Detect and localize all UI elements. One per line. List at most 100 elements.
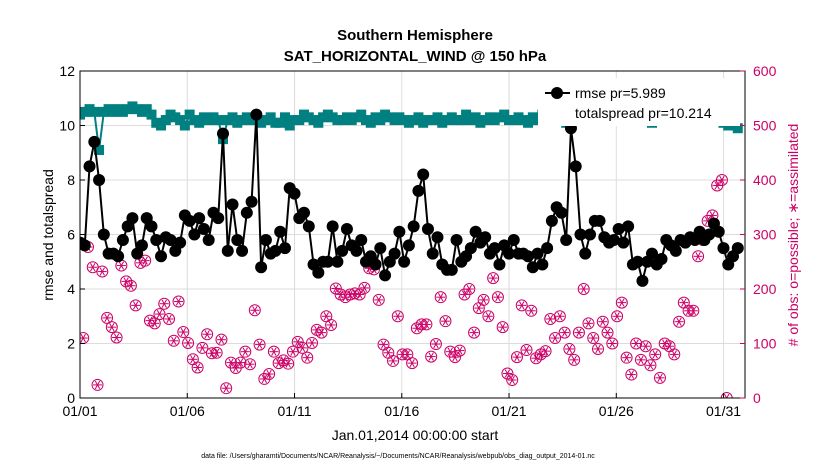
spread-point bbox=[294, 115, 305, 126]
obs-circle bbox=[491, 291, 504, 304]
obs-point bbox=[429, 338, 442, 351]
obs-point bbox=[439, 315, 452, 328]
rmse-point bbox=[450, 233, 463, 246]
rmse-point bbox=[574, 228, 587, 241]
obs-asterisk-stroke bbox=[390, 356, 396, 366]
obs-point bbox=[186, 353, 199, 366]
obs-point bbox=[420, 318, 433, 331]
obs-asterisk-stroke bbox=[128, 281, 134, 290]
obs-point bbox=[539, 345, 552, 358]
x-tick-label: 01/06 bbox=[170, 403, 205, 419]
obs-asterisk-stroke bbox=[418, 320, 425, 329]
spread-point bbox=[432, 112, 443, 123]
obs-point bbox=[129, 299, 142, 312]
rmse-point bbox=[407, 220, 420, 233]
spread-point bbox=[470, 112, 481, 123]
rmse-point bbox=[274, 225, 287, 238]
obs-point bbox=[611, 310, 624, 323]
obs-asterisk-stroke bbox=[485, 312, 492, 321]
rmse-point bbox=[560, 233, 573, 246]
obs-point bbox=[477, 293, 490, 306]
spread-point bbox=[175, 115, 186, 126]
rmse-point bbox=[331, 255, 344, 268]
obs-asterisk-stroke bbox=[80, 333, 86, 343]
obs-circle bbox=[172, 295, 185, 308]
spread-point bbox=[499, 109, 510, 120]
obs-circle bbox=[715, 174, 728, 186]
obs-asterisk-stroke bbox=[528, 306, 534, 315]
obs-asterisk-stroke bbox=[590, 333, 596, 343]
obs-point bbox=[453, 344, 466, 357]
spread-point bbox=[184, 109, 195, 120]
obs-point bbox=[306, 336, 319, 349]
obs-point bbox=[248, 304, 261, 317]
obs-asterisk-stroke bbox=[619, 298, 625, 307]
rmse-point bbox=[445, 263, 458, 276]
obs-point bbox=[91, 378, 104, 391]
obs-point bbox=[196, 341, 209, 354]
y-right-tick-label: 600 bbox=[753, 63, 777, 79]
obs-asterisk-stroke bbox=[156, 309, 163, 319]
rmse-point bbox=[631, 255, 644, 268]
obs-circle bbox=[139, 254, 152, 267]
rmse-point bbox=[245, 195, 258, 208]
rmse-point bbox=[116, 233, 129, 246]
rmse-point bbox=[193, 212, 206, 225]
plot-data bbox=[80, 101, 744, 398]
obs-asterisk-stroke bbox=[199, 343, 206, 353]
spread-point bbox=[265, 112, 276, 123]
obs-circle bbox=[634, 353, 647, 366]
obs-circle bbox=[234, 356, 247, 369]
obs-point bbox=[182, 336, 195, 349]
rmse-point bbox=[655, 253, 668, 266]
obs-point bbox=[720, 392, 733, 398]
spread-point bbox=[194, 117, 205, 128]
obs-point bbox=[653, 371, 666, 384]
obs-point bbox=[468, 326, 481, 339]
obs-point bbox=[482, 310, 495, 323]
obs-circle bbox=[220, 382, 233, 395]
obs-circle bbox=[329, 282, 342, 295]
y-left-tick-label: 4 bbox=[67, 281, 75, 297]
rmse-point bbox=[388, 247, 401, 260]
obs-asterisk-stroke bbox=[285, 359, 291, 368]
obs-asterisk-stroke bbox=[533, 354, 539, 363]
y-right-tick-label: 500 bbox=[753, 118, 777, 134]
obs-point bbox=[377, 338, 390, 351]
obs-asterisk-stroke bbox=[561, 328, 568, 337]
obs-asterisk-stroke bbox=[233, 363, 239, 373]
obs-asterisk-stroke bbox=[476, 303, 482, 313]
obs-point bbox=[601, 326, 614, 339]
rmse-point bbox=[112, 250, 125, 263]
obs-asterisk-stroke bbox=[118, 261, 125, 270]
obs-asterisk-stroke bbox=[161, 299, 167, 308]
obs-asterisk-stroke bbox=[438, 293, 444, 302]
rmse-point bbox=[502, 247, 515, 260]
obs-asterisk-stroke bbox=[595, 344, 601, 354]
obs-asterisk-stroke bbox=[600, 317, 606, 326]
obs-asterisk-stroke bbox=[457, 346, 463, 355]
spread-point bbox=[94, 145, 105, 156]
obs-circle bbox=[487, 272, 500, 285]
rmse-point bbox=[612, 223, 625, 236]
obs-point bbox=[606, 337, 619, 350]
rmse-point bbox=[236, 244, 249, 257]
data-file-footer: data file: /Users/gharamti/Documents/NCA… bbox=[201, 453, 595, 460]
obs-asterisk-stroke bbox=[171, 336, 177, 345]
obs-asterisk-stroke bbox=[638, 355, 644, 364]
obs-asterisk-stroke bbox=[399, 350, 406, 359]
rmse-series bbox=[80, 108, 744, 287]
obs-point bbox=[463, 283, 476, 295]
spread-point bbox=[313, 117, 324, 128]
obs-point bbox=[282, 357, 295, 370]
obs-asterisk-stroke bbox=[299, 343, 306, 353]
obs-circle bbox=[110, 331, 123, 344]
obs-circle bbox=[449, 351, 462, 364]
y-axis-label-left: rmse and totalspread bbox=[40, 169, 56, 301]
spread-point bbox=[413, 112, 424, 123]
obs-asterisk-stroke bbox=[266, 369, 272, 379]
spread-point bbox=[732, 123, 743, 134]
obs-point bbox=[596, 315, 609, 328]
obs-asterisk-stroke bbox=[242, 347, 248, 356]
rmse-point bbox=[340, 223, 353, 236]
